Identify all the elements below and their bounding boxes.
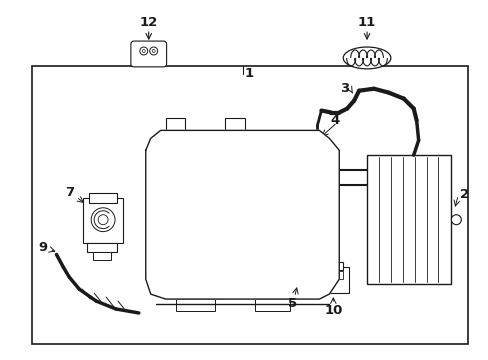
Bar [271,157,283,165]
Bar [366,155,450,284]
Bar [254,299,289,311]
Bar [289,262,317,284]
Circle shape [91,208,115,231]
Polygon shape [145,130,339,299]
Bar [297,163,319,181]
Text: 8: 8 [267,140,277,153]
Circle shape [149,47,157,55]
Text: 4: 4 [329,114,339,127]
Bar [87,243,117,252]
Circle shape [215,239,224,249]
Bar [301,158,315,166]
Circle shape [142,50,145,53]
Circle shape [152,50,155,53]
Bar [304,148,328,178]
Text: 6: 6 [299,140,308,153]
Circle shape [140,47,147,55]
Bar [224,118,244,132]
Bar [321,262,343,270]
Text: 11: 11 [357,16,375,29]
Circle shape [208,233,232,256]
Circle shape [98,215,108,225]
Text: 3: 3 [339,82,348,95]
Text: 5: 5 [287,297,297,310]
Bar [295,284,311,291]
Bar [309,178,324,186]
Ellipse shape [343,47,390,69]
Circle shape [310,157,322,169]
Text: 2: 2 [459,188,468,201]
Bar [93,252,111,260]
Circle shape [165,190,274,299]
Text: 12: 12 [140,16,158,29]
Text: 10: 10 [324,304,342,317]
Bar [272,179,282,185]
Bar [317,267,348,293]
Circle shape [313,161,318,166]
Bar [322,271,332,279]
Bar [267,163,287,179]
FancyBboxPatch shape [131,41,166,67]
Bar [294,256,312,264]
Bar [32,66,468,344]
Circle shape [273,167,281,175]
Text: 7: 7 [65,186,74,199]
Circle shape [450,215,460,225]
Bar [165,118,185,132]
Circle shape [298,268,308,278]
Bar [89,193,117,203]
Text: 1: 1 [244,67,254,80]
Bar [333,271,343,279]
Bar [309,142,324,152]
Text: 9: 9 [39,241,47,254]
Bar [83,198,122,243]
Bar [175,299,215,311]
Bar [302,181,314,187]
Bar [161,140,274,185]
